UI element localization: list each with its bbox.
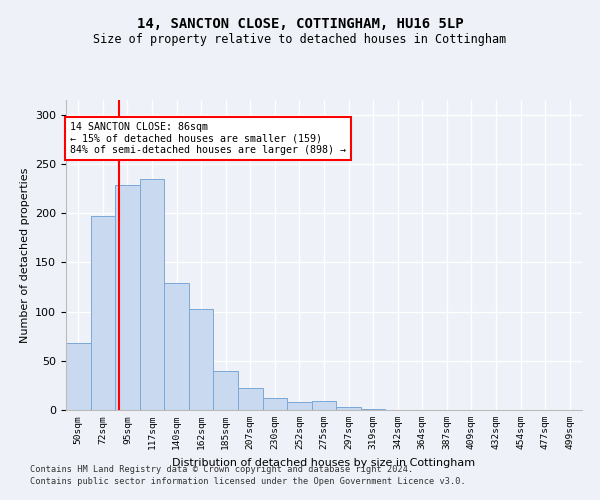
Bar <box>115 184 140 410</box>
Bar <box>140 178 164 410</box>
Bar <box>91 216 115 410</box>
Y-axis label: Number of detached properties: Number of detached properties <box>20 168 29 342</box>
X-axis label: Distribution of detached houses by size in Cottingham: Distribution of detached houses by size … <box>172 458 476 468</box>
Text: Contains public sector information licensed under the Open Government Licence v3: Contains public sector information licen… <box>30 477 466 486</box>
Bar <box>312 401 336 410</box>
Text: 14 SANCTON CLOSE: 86sqm
← 15% of detached houses are smaller (159)
84% of semi-d: 14 SANCTON CLOSE: 86sqm ← 15% of detache… <box>70 122 346 155</box>
Bar <box>189 308 214 410</box>
Bar <box>66 343 91 410</box>
Bar <box>287 402 312 410</box>
Bar <box>164 283 189 410</box>
Text: 14, SANCTON CLOSE, COTTINGHAM, HU16 5LP: 14, SANCTON CLOSE, COTTINGHAM, HU16 5LP <box>137 18 463 32</box>
Bar <box>336 407 361 410</box>
Bar <box>238 388 263 410</box>
Text: Contains HM Land Registry data © Crown copyright and database right 2024.: Contains HM Land Registry data © Crown c… <box>30 466 413 474</box>
Text: Size of property relative to detached houses in Cottingham: Size of property relative to detached ho… <box>94 32 506 46</box>
Bar <box>214 370 238 410</box>
Bar <box>263 398 287 410</box>
Bar <box>361 409 385 410</box>
